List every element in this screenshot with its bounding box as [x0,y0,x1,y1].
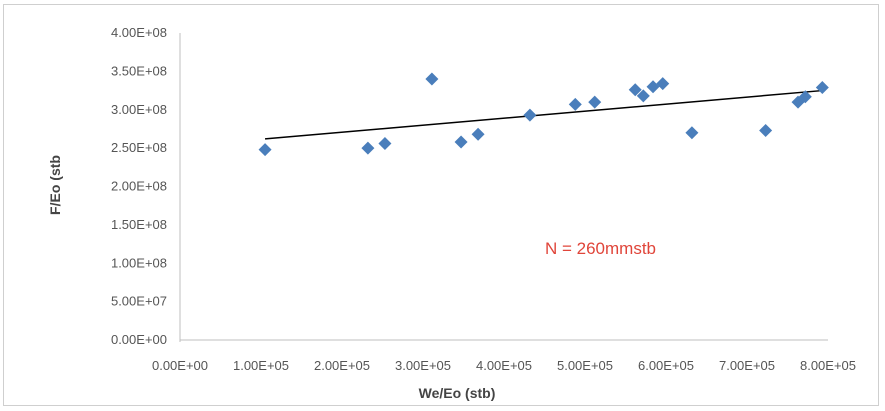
x-tick-label: 5.00E+05 [557,358,613,373]
data-point-marker [815,80,829,94]
data-point-marker [798,90,812,104]
x-tick-label: 0.00E+00 [152,358,208,373]
y-tick-label: 2.00E+08 [111,179,167,194]
x-tick-label: 2.00E+05 [314,358,370,373]
y-tick-label: 3.50E+08 [111,63,167,78]
y-tick-label: 1.50E+08 [111,217,167,232]
x-tick-labels: 0.00E+00 1.00E+05 2.00E+05 3.00E+05 4.00E+05… [152,358,856,373]
data-point-marker [258,143,272,157]
y-tick-label: 2.50E+08 [111,140,167,155]
x-tick-label: 1.00E+05 [233,358,289,373]
data-point-marker [628,83,642,97]
data-point-marker [378,137,392,151]
y-tick-label: 1.00E+08 [111,255,167,270]
data-point-marker [361,141,375,155]
x-tick-label: 4.00E+05 [476,358,532,373]
x-axis-title: We/Eo (stb) [419,385,496,401]
y-tick-label: 3.00E+08 [111,102,167,117]
y-tick-label: 4.00E+08 [111,25,167,40]
data-point-marker [759,123,773,137]
data-point-marker [425,72,439,86]
data-point-marker [523,108,537,122]
data-point-marker [568,97,582,111]
data-point-marker [588,95,602,109]
y-tick-label: 0.00E+00 [111,332,167,347]
data-point-marker [471,127,485,141]
y-axis-title: F/Eo (stb [47,155,63,215]
x-tick-label: 7.00E+05 [719,358,775,373]
data-point-marker [636,89,650,103]
data-point-marker [454,135,468,149]
data-point-marker [685,126,699,140]
annotation-n-value: N = 260mmstb [545,239,656,258]
y-tick-labels: 0.00E+00 5.00E+07 1.00E+08 1.50E+08 2.00E+08… [111,25,167,347]
data-point-marker [646,80,660,94]
y-tick-label: 5.00E+07 [111,294,167,309]
x-tick-label: 6.00E+05 [638,358,694,373]
x-tick-label: 8.00E+05 [800,358,856,373]
data-points [258,72,829,157]
chart-frame [3,4,879,406]
trendline [264,89,823,140]
trendline-group [264,89,823,140]
data-point-marker [656,77,670,91]
x-tick-label: 3.00E+05 [395,358,451,373]
